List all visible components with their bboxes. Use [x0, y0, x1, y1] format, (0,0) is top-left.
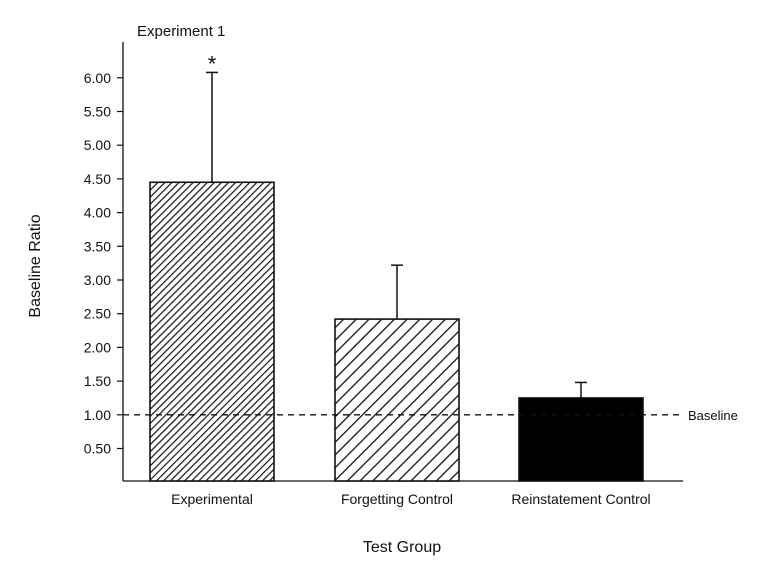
bar-reinstatement-control: [518, 397, 644, 482]
x-tick-label: Reinstatement Control: [511, 491, 650, 507]
bar-experimental: [149, 181, 275, 482]
y-tick-label: 2.50: [84, 306, 111, 322]
y-axis-ticks: 0.50 1.00 1.50 2.00 2.50 3.00 3.50 4.00 4.50 5.00…: [84, 70, 123, 457]
y-tick-label: 1.00: [84, 407, 111, 423]
y-tick-label: 3.00: [84, 272, 111, 288]
x-axis-tick-labels: Experimental Forgetting Control Reinstatem…: [171, 491, 651, 507]
x-tick-label: Forgetting Control: [341, 491, 453, 507]
x-axis-label: Test Group: [363, 539, 441, 556]
baseline-label: Baseline: [688, 408, 738, 423]
y-tick-label: 2.00: [84, 339, 111, 355]
y-tick-label: 6.00: [84, 70, 111, 86]
error-bars-group: [206, 71, 587, 398]
y-tick-label: 5.50: [84, 104, 111, 120]
y-tick-label: 1.50: [84, 373, 111, 389]
y-tick-label: 3.50: [84, 238, 111, 254]
bar-forgetting-control: [334, 318, 460, 482]
y-tick-label: 4.50: [84, 171, 111, 187]
chart-title: Experiment 1: [137, 23, 225, 40]
x-tick-label: Experimental: [171, 491, 253, 507]
significance-marker: *: [208, 51, 217, 76]
y-tick-label: 4.00: [84, 205, 111, 221]
y-axis-label: Baseline Ratio: [27, 214, 44, 317]
y-tick-label: 5.00: [84, 137, 111, 153]
bars-group: [149, 181, 644, 482]
y-tick-label: 0.50: [84, 441, 111, 457]
